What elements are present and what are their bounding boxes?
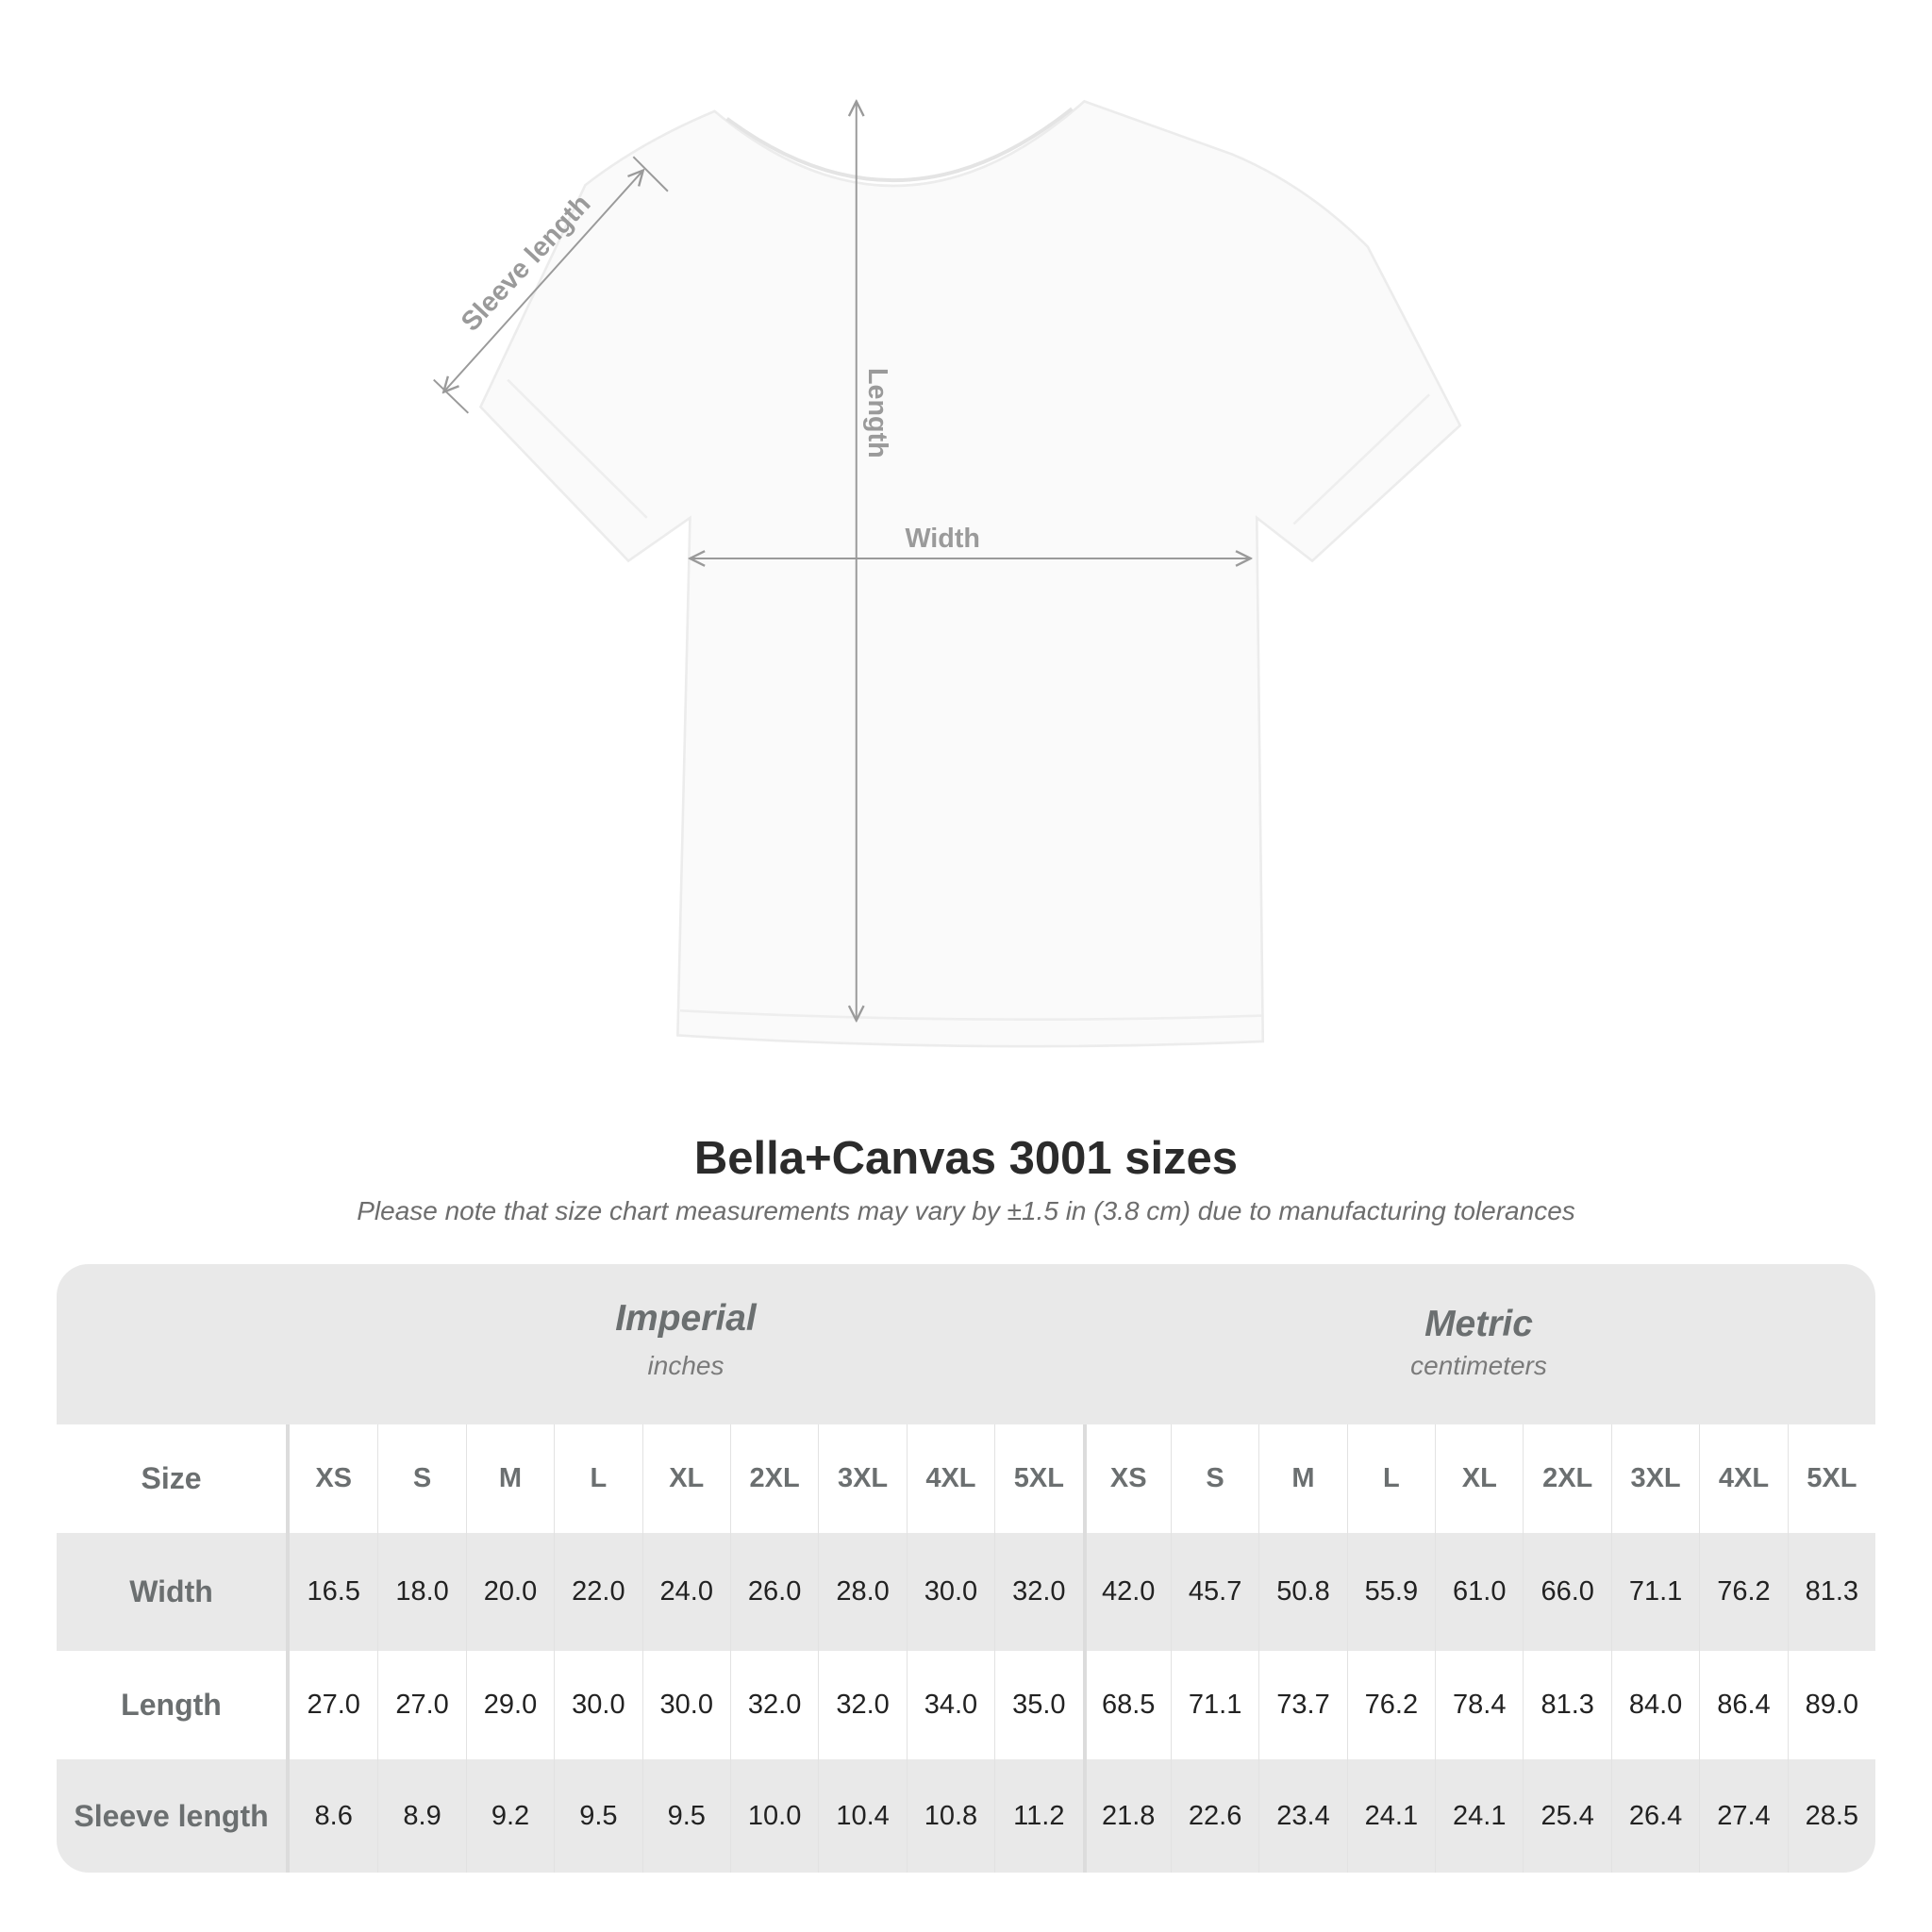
value-cell: 10.4 bbox=[818, 1759, 906, 1873]
value-cell: 71.1 bbox=[1170, 1651, 1258, 1759]
size-header-cell: 5XL bbox=[1787, 1424, 1875, 1533]
size-header-row: Size XS S M L XL 2XL 3XL 4XL 5XL XS S M L XL 2XL 3XL 4XL 5… bbox=[57, 1424, 1875, 1533]
sleeve-arrow bbox=[443, 171, 643, 392]
value-cell: 89.0 bbox=[1787, 1651, 1875, 1759]
value-cell: 34.0 bbox=[906, 1651, 994, 1759]
value-cell: 22.0 bbox=[554, 1533, 641, 1651]
tshirt-diagram: Length Width Sleeve length bbox=[433, 0, 1462, 1048]
value-cell: 84.0 bbox=[1610, 1651, 1699, 1759]
value-cell: 16.5 bbox=[307, 1576, 360, 1607]
value-cell: 30.0 bbox=[641, 1651, 730, 1759]
value-cell: 55.9 bbox=[1346, 1533, 1435, 1651]
size-header-cell: 5XL bbox=[994, 1424, 1082, 1533]
size-header-cell: XS bbox=[1082, 1424, 1171, 1533]
size-header-cell: M bbox=[1258, 1424, 1346, 1533]
size-header-cell: 4XL bbox=[906, 1424, 994, 1533]
table-row: Sleeve length 8.6 8.9 9.2 9.5 9.5 10.0 10.4 10.8… bbox=[57, 1759, 1875, 1873]
value-cell: 24.0 bbox=[641, 1533, 730, 1651]
value-cell: 30.0 bbox=[906, 1533, 994, 1651]
row-label: Width bbox=[57, 1533, 290, 1651]
value-cell: 42.0 bbox=[1082, 1533, 1171, 1651]
value-cell: 68.5 bbox=[1082, 1651, 1171, 1759]
value-cell: 27.0 bbox=[377, 1651, 465, 1759]
table-row: Width 16.5 18.0 20.0 22.0 24.0 26.0 28.0 30.0 32.… bbox=[57, 1533, 1875, 1651]
value-cell: 24.1 bbox=[1435, 1759, 1523, 1873]
row-label: Sleeve length bbox=[57, 1759, 290, 1873]
value-cell: 11.2 bbox=[994, 1759, 1082, 1873]
size-header-cell: S bbox=[1170, 1424, 1258, 1533]
value-cell: 23.4 bbox=[1258, 1759, 1346, 1873]
value-cell: 26.0 bbox=[729, 1533, 818, 1651]
size-header-cell: S bbox=[377, 1424, 465, 1533]
size-header-cell: 4XL bbox=[1699, 1424, 1787, 1533]
value-cell: 10.8 bbox=[906, 1759, 994, 1873]
value-cell: 28.0 bbox=[818, 1533, 906, 1651]
value-cell: 27.0 bbox=[307, 1690, 360, 1720]
tshirt-shape bbox=[478, 99, 1462, 1048]
table-row: Length 27.0 27.0 29.0 30.0 30.0 32.0 32.0 34.0 35… bbox=[57, 1651, 1875, 1759]
chart-title: Bella+Canvas 3001 sizes bbox=[693, 1133, 1239, 1184]
value-cell: 66.0 bbox=[1523, 1533, 1610, 1651]
value-cell: 9.2 bbox=[465, 1759, 554, 1873]
size-header-cell: XL bbox=[1435, 1424, 1523, 1533]
value-cell: 21.8 bbox=[1082, 1759, 1171, 1873]
value-cell: 20.0 bbox=[465, 1533, 554, 1651]
value-cell: 18.0 bbox=[377, 1533, 465, 1651]
size-header-cell: 3XL bbox=[1610, 1424, 1699, 1533]
value-cell: 78.4 bbox=[1435, 1651, 1523, 1759]
size-header-cell: 2XL bbox=[729, 1424, 818, 1533]
size-table: Imperial inches Metric centimeters Size X… bbox=[57, 1264, 1875, 1873]
value-cell: 29.0 bbox=[465, 1651, 554, 1759]
row-label: Size bbox=[57, 1424, 290, 1533]
value-cell: 76.2 bbox=[1346, 1651, 1435, 1759]
value-cell: 27.4 bbox=[1699, 1759, 1787, 1873]
value-cell: 50.8 bbox=[1258, 1533, 1346, 1651]
metric-title: Metric bbox=[1424, 1304, 1533, 1344]
value-cell: 32.0 bbox=[994, 1533, 1082, 1651]
width-label: Width bbox=[905, 524, 979, 554]
imperial-title: Imperial bbox=[615, 1298, 757, 1339]
imperial-header: Imperial inches bbox=[290, 1264, 1082, 1424]
value-cell: 30.0 bbox=[554, 1651, 641, 1759]
value-cell: 24.1 bbox=[1346, 1759, 1435, 1873]
value-cell: 81.3 bbox=[1523, 1651, 1610, 1759]
value-cell: 26.4 bbox=[1610, 1759, 1699, 1873]
metric-header: Metric centimeters bbox=[1082, 1264, 1875, 1424]
value-cell: 81.3 bbox=[1787, 1533, 1875, 1651]
value-cell: 71.1 bbox=[1610, 1533, 1699, 1651]
size-header-cell: M bbox=[465, 1424, 554, 1533]
value-cell: 10.0 bbox=[729, 1759, 818, 1873]
size-header-cell: 3XL bbox=[818, 1424, 906, 1533]
imperial-unit: inches bbox=[647, 1351, 724, 1380]
value-cell: 45.7 bbox=[1170, 1533, 1258, 1651]
size-header-cell: XS bbox=[315, 1463, 353, 1493]
size-header-cell: 2XL bbox=[1523, 1424, 1610, 1533]
value-cell: 73.7 bbox=[1258, 1651, 1346, 1759]
value-cell: 9.5 bbox=[641, 1759, 730, 1873]
value-cell: 8.6 bbox=[314, 1800, 353, 1831]
value-cell: 22.6 bbox=[1170, 1759, 1258, 1873]
length-label: Length bbox=[862, 368, 892, 458]
value-cell: 86.4 bbox=[1699, 1651, 1787, 1759]
value-cell: 25.4 bbox=[1523, 1759, 1610, 1873]
value-cell: 8.9 bbox=[377, 1759, 465, 1873]
size-header-cell: L bbox=[554, 1424, 641, 1533]
size-header-cell: XL bbox=[641, 1424, 730, 1533]
value-cell: 28.5 bbox=[1787, 1759, 1875, 1873]
size-header-cell: L bbox=[1346, 1424, 1435, 1533]
value-cell: 32.0 bbox=[729, 1651, 818, 1759]
value-cell: 61.0 bbox=[1435, 1533, 1523, 1651]
value-cell: 9.5 bbox=[554, 1759, 641, 1873]
metric-unit: centimeters bbox=[1410, 1351, 1547, 1380]
value-cell: 76.2 bbox=[1699, 1533, 1787, 1651]
row-label: Length bbox=[57, 1651, 290, 1759]
tolerance-note: Please note that size chart measurements… bbox=[357, 1196, 1575, 1225]
value-cell: 35.0 bbox=[994, 1651, 1082, 1759]
value-cell: 32.0 bbox=[818, 1651, 906, 1759]
